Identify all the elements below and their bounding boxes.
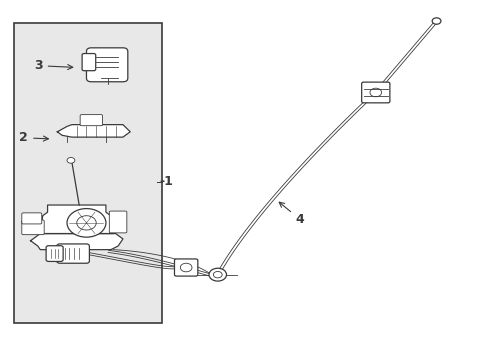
Bar — [14, 23, 162, 323]
Text: 3: 3 — [34, 59, 73, 72]
Circle shape — [213, 271, 222, 278]
FancyBboxPatch shape — [57, 244, 89, 263]
Text: 2: 2 — [20, 131, 48, 144]
Circle shape — [67, 208, 106, 237]
Text: -1: -1 — [159, 175, 173, 188]
Circle shape — [77, 216, 96, 230]
Circle shape — [369, 88, 381, 97]
FancyBboxPatch shape — [361, 82, 389, 103]
FancyBboxPatch shape — [46, 246, 63, 261]
FancyBboxPatch shape — [22, 220, 44, 235]
Circle shape — [180, 263, 192, 272]
Circle shape — [208, 268, 226, 281]
Polygon shape — [57, 125, 130, 137]
FancyBboxPatch shape — [109, 211, 126, 233]
Polygon shape — [40, 205, 113, 234]
FancyBboxPatch shape — [22, 213, 41, 224]
Polygon shape — [30, 234, 122, 249]
Circle shape — [431, 18, 440, 24]
FancyBboxPatch shape — [82, 54, 96, 71]
FancyBboxPatch shape — [174, 259, 198, 276]
Circle shape — [67, 157, 75, 163]
Text: 4: 4 — [279, 202, 304, 226]
FancyBboxPatch shape — [80, 114, 102, 126]
FancyBboxPatch shape — [86, 48, 127, 82]
